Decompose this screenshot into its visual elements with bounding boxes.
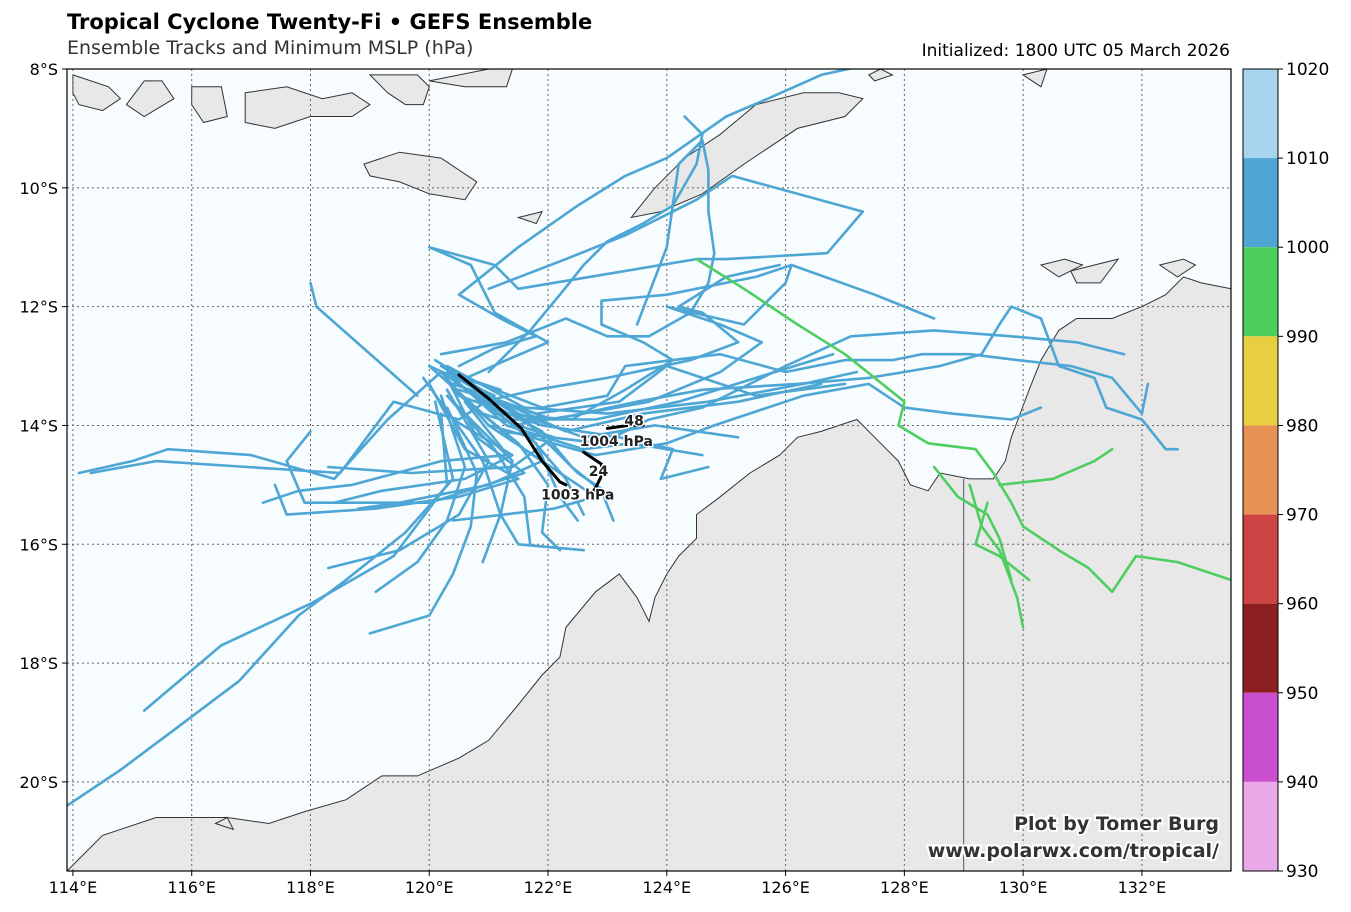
- ensemble-member-track: [451, 376, 704, 457]
- colorbar-bin: [1243, 336, 1278, 426]
- ensemble-member-track: [695, 257, 1231, 594]
- lon-tick-label: 114°E: [49, 878, 98, 897]
- ensemble-member-track: [285, 376, 526, 505]
- ensemble-member-track: [273, 382, 520, 516]
- ensemble-member-track: [261, 400, 508, 505]
- island: [72, 74, 122, 112]
- island: [244, 86, 371, 129]
- lat-tick-label: 8°S: [30, 60, 58, 79]
- credit-line-2: www.polarwx.com/tropical/: [928, 840, 1219, 862]
- lon-tick-label: 120°E: [405, 878, 454, 897]
- ensemble-member-track: [968, 483, 1025, 629]
- ensemble-member-track: [142, 412, 449, 712]
- island: [1039, 258, 1084, 278]
- map-frame: [66, 68, 1232, 872]
- lat-tick-label: 14°S: [19, 416, 58, 435]
- ensemble-member-track: [511, 263, 936, 427]
- colorbar-tick-label: 980: [1286, 416, 1318, 436]
- lon-tick-label: 122°E: [524, 878, 573, 897]
- colorbar-frame: [1242, 68, 1279, 872]
- init-time-label: Initialized: 1800 UTC 05 March 2026: [921, 41, 1230, 61]
- ensemble-member-track: [487, 115, 704, 374]
- ensemble-member-track: [309, 281, 419, 398]
- island: [1158, 258, 1197, 278]
- track-label: 1004 hPa: [580, 434, 653, 450]
- mslp-colorbar: 1020 1010 1000 990 980 970 960 950 940 930: [1242, 60, 1329, 882]
- ensemble-member-track: [457, 69, 854, 368]
- ensemble-member-track: [481, 263, 782, 404]
- ensemble-member-track: [326, 388, 491, 570]
- colorbar-bin: [1243, 247, 1278, 337]
- lon-tick-label: 116°E: [167, 878, 216, 897]
- colorbar-tick-label: 950: [1286, 684, 1318, 704]
- colorbar-bin: [1243, 603, 1278, 693]
- graticule: [67, 68, 1231, 871]
- ensemble-tracks: [67, 69, 1231, 808]
- colorbar-tick-label: 1000: [1286, 238, 1329, 258]
- colorbar-bin: [1243, 425, 1278, 515]
- lat-tick-label: 20°S: [19, 773, 58, 792]
- chart-title: Tropical Cyclone Twenty-Fi • GEFS Ensemb…: [67, 10, 593, 34]
- colorbar-tick-label: 940: [1286, 773, 1318, 793]
- ensemble-member-track: [89, 364, 496, 475]
- track-label: 48: [624, 413, 643, 429]
- island: [1021, 69, 1048, 88]
- colorbar-tick-label: 930: [1286, 862, 1318, 882]
- colorbar-bin: [1243, 158, 1278, 248]
- axis-ticks: 114°E 116°E 118°E 120°E 122°E 124°E 126°E 128°E…: [19, 60, 1166, 897]
- lon-tick-label: 128°E: [880, 878, 929, 897]
- lon-tick-label: 130°E: [999, 878, 1048, 897]
- island: [429, 69, 513, 88]
- ensemble-member-track: [356, 370, 544, 510]
- ensemble-member-track: [463, 352, 1150, 415]
- lon-tick-label: 118°E: [286, 878, 335, 897]
- colorbar-tick-label: 990: [1286, 327, 1318, 347]
- track-labels: 48 1004 hPa 24 1003 hPa: [540, 412, 655, 505]
- island: [1069, 258, 1120, 284]
- colorbar-tick-label: 1020: [1286, 60, 1329, 80]
- track-label: 1003 hPa: [541, 488, 614, 504]
- ensemble-member-track: [487, 382, 1043, 457]
- lat-tick-label: 16°S: [19, 535, 58, 554]
- ensemble-member-track: [998, 447, 1114, 487]
- ensemble-member-track: [457, 394, 710, 481]
- track-label: 24: [589, 464, 609, 480]
- island: [867, 69, 894, 82]
- island: [125, 80, 175, 118]
- colorbar-tick-label: 960: [1286, 595, 1318, 615]
- lat-tick-label: 10°S: [19, 179, 58, 198]
- ensemble-member-track: [332, 376, 514, 505]
- island: [214, 816, 235, 831]
- lon-tick-label: 132°E: [1118, 878, 1167, 897]
- colorbar-bin: [1243, 514, 1278, 604]
- ensemble-mean-track: [457, 373, 568, 487]
- lon-tick-label: 126°E: [761, 878, 810, 897]
- ensemble-member-track: [499, 329, 1126, 445]
- island: [191, 86, 228, 124]
- colorbar-tick-label: 1010: [1286, 149, 1329, 169]
- island: [755, 69, 864, 70]
- island: [516, 210, 544, 225]
- colorbar-bin: [1243, 69, 1278, 159]
- ensemble-member-track: [368, 406, 479, 635]
- colorbar-bin: [1243, 692, 1278, 782]
- ensemble-member-track: [932, 465, 1013, 582]
- ensemble-mean-track: [605, 423, 645, 430]
- ensemble-member-track: [457, 305, 1179, 451]
- chart-subtitle: Ensemble Tracks and Minimum MSLP (hPa): [67, 37, 474, 59]
- colorbar-bin: [1243, 781, 1278, 871]
- colorbar-tick-label: 970: [1286, 506, 1318, 526]
- lon-tick-label: 124°E: [642, 878, 691, 897]
- ensemble-member-track: [974, 501, 1031, 582]
- credit-line-1: Plot by Tomer Burg: [1014, 813, 1219, 835]
- island: [368, 74, 430, 106]
- australia-landmass: [67, 276, 1231, 871]
- lat-tick-label: 18°S: [19, 654, 58, 673]
- ensemble-mean-track: [582, 450, 603, 499]
- lat-tick-label: 12°S: [19, 298, 58, 317]
